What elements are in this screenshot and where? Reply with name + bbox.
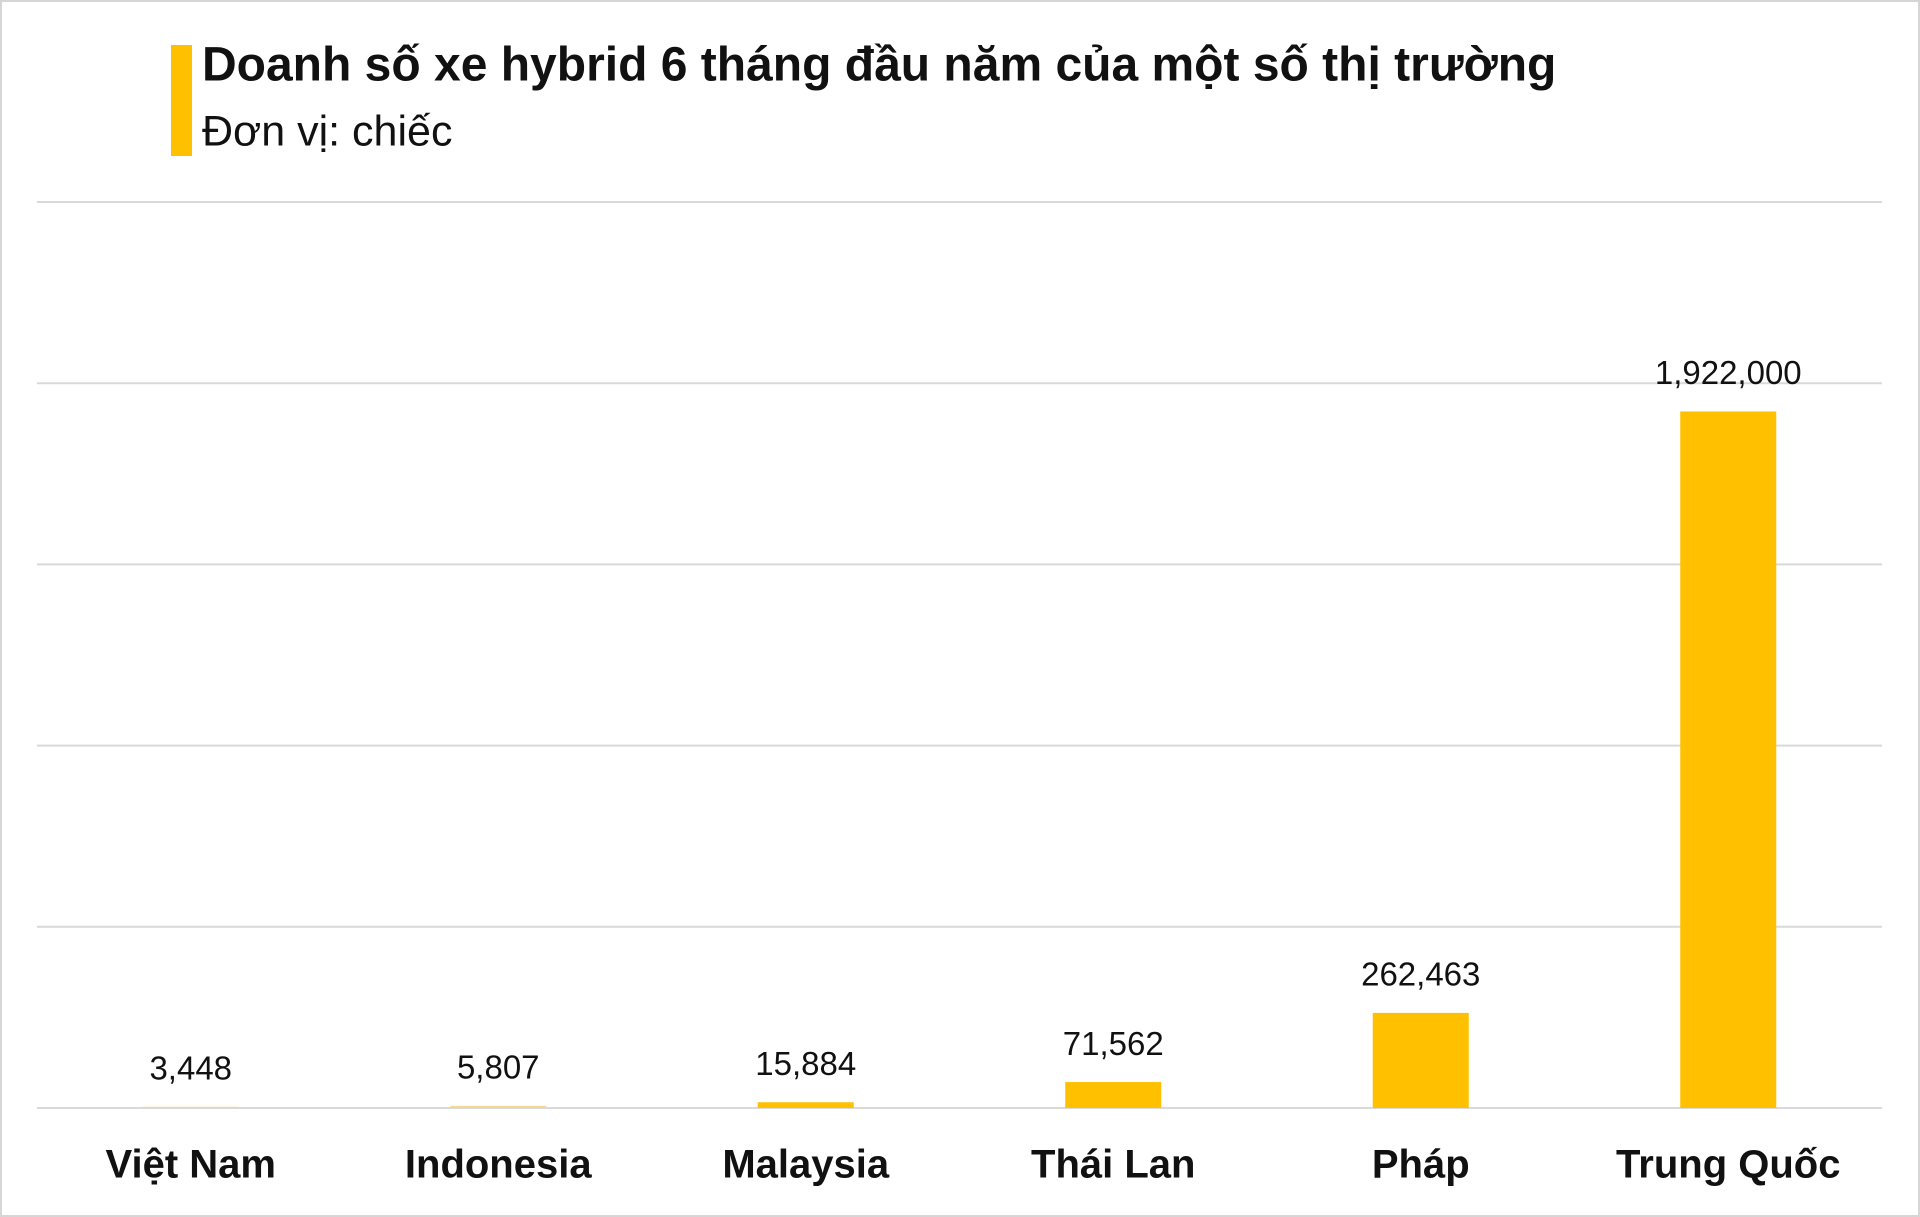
- bar: [757, 1102, 854, 1108]
- value-label: 3,448: [149, 1049, 232, 1086]
- bar: [450, 1105, 547, 1108]
- x-tick-label: Trung Quốc: [1616, 1143, 1840, 1187]
- value-label: 1,922,000: [1655, 354, 1802, 391]
- value-label: 262,463: [1361, 956, 1480, 993]
- x-tick-label: Thái Lan: [1031, 1143, 1195, 1187]
- value-label: 71,562: [1063, 1025, 1164, 1062]
- bar: [1065, 1082, 1162, 1108]
- chart-subtitle: Đơn vị: chiếc: [202, 107, 452, 155]
- x-tick-label: Pháp: [1372, 1143, 1470, 1187]
- value-label: 15,884: [755, 1045, 856, 1082]
- x-tick-label: Malaysia: [722, 1143, 890, 1187]
- bar: [142, 1106, 239, 1108]
- bar: [1680, 411, 1777, 1109]
- x-tick-label: Việt Nam: [106, 1143, 276, 1187]
- x-tick-label: Indonesia: [405, 1143, 592, 1187]
- chart-title: Doanh số xe hybrid 6 tháng đầu năm của m…: [202, 39, 1556, 92]
- value-label: 5,807: [457, 1049, 540, 1086]
- title-accent: [171, 45, 192, 156]
- bar: [1372, 1012, 1469, 1108]
